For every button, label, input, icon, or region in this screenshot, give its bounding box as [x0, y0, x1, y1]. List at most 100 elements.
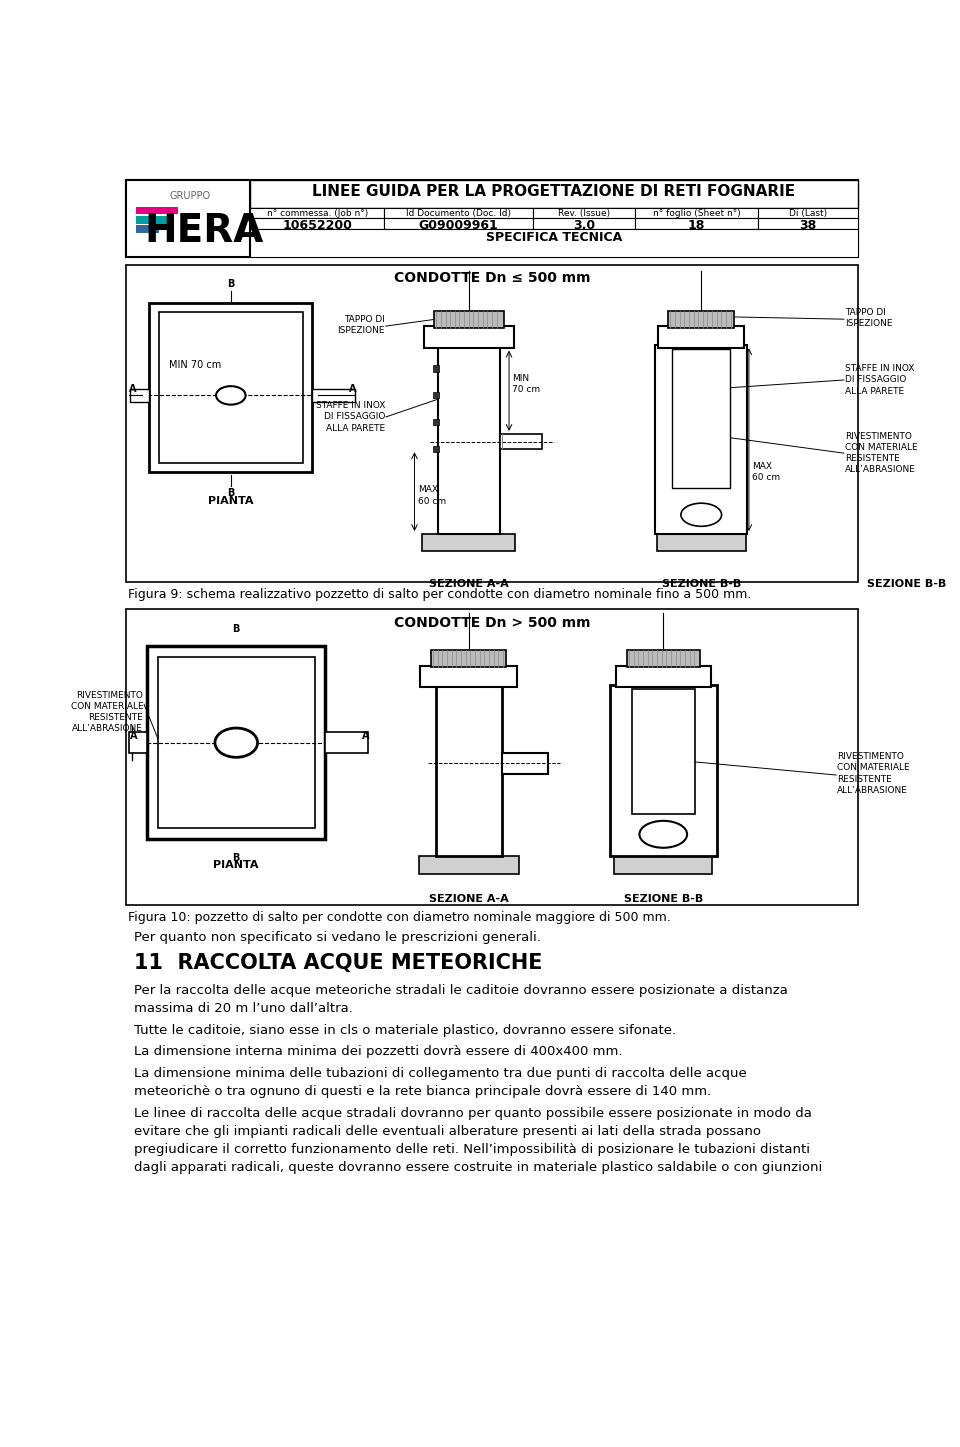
Text: A: A	[131, 731, 137, 741]
Text: n° commessa. (Job n°): n° commessa. (Job n°)	[267, 208, 368, 218]
Bar	[433, 366, 440, 372]
Text: Per la raccolta delle acque meteoriche stradali le caditoie dovranno essere posi: Per la raccolta delle acque meteoriche s…	[134, 984, 788, 1014]
Text: CONDOTTE Dn ≤ 500 mm: CONDOTTE Dn ≤ 500 mm	[394, 271, 590, 285]
Text: Le linee di raccolta delle acque stradali dovranno per quanto possibile essere p: Le linee di raccolta delle acque stradal…	[134, 1107, 822, 1174]
Bar	[419, 855, 518, 874]
Bar	[659, 326, 744, 347]
Text: MAX
60 cm: MAX 60 cm	[419, 485, 446, 505]
Text: MIN 70 cm: MIN 70 cm	[169, 360, 221, 369]
Bar	[147, 647, 325, 839]
Bar	[438, 346, 500, 534]
Bar	[636, 207, 757, 217]
Text: Figura 10: pozzetto di salto per condotte con diametro nominale maggiore di 500 : Figura 10: pozzetto di salto per condott…	[128, 912, 670, 925]
Text: STAFFE IN INOX
DI FISSAGGIO
ALLA PARETE: STAFFE IN INOX DI FISSAGGIO ALLA PARETE	[845, 365, 914, 395]
Text: RIVESTIMENTO
CON MATERIALE
RESISTENTE
ALL’ABRASIONE: RIVESTIMENTO CON MATERIALE RESISTENTE AL…	[71, 692, 143, 734]
Text: RIVESTIMENTO
CON MATERIALE
RESISTENTE
ALL’ABRASIONE: RIVESTIMENTO CON MATERIALE RESISTENTE AL…	[837, 752, 909, 794]
Text: HERA: HERA	[144, 213, 263, 250]
Text: Rev. (Issue): Rev. (Issue)	[558, 208, 611, 218]
Text: 10652200: 10652200	[282, 218, 352, 232]
Text: A: A	[129, 383, 136, 394]
Ellipse shape	[681, 504, 722, 527]
Bar	[632, 689, 695, 813]
Bar	[420, 666, 517, 687]
Bar	[636, 217, 757, 229]
Bar	[158, 313, 303, 463]
Bar	[433, 392, 440, 398]
Text: La dimensione minima delle tubazioni di collegamento tra due punti di raccolta d: La dimensione minima delle tubazioni di …	[134, 1066, 747, 1098]
Text: Id Documento (Doc. Id): Id Documento (Doc. Id)	[406, 208, 511, 218]
Bar	[500, 434, 542, 450]
Text: B: B	[228, 279, 234, 289]
Ellipse shape	[215, 728, 257, 757]
Bar	[433, 420, 440, 425]
Text: B: B	[232, 624, 240, 634]
Text: 38: 38	[799, 218, 816, 232]
Bar	[129, 732, 147, 754]
Text: B: B	[228, 488, 234, 498]
Text: B: B	[232, 852, 240, 862]
Bar	[431, 650, 506, 667]
Bar	[325, 732, 368, 754]
Bar	[126, 609, 858, 906]
Bar	[251, 207, 384, 217]
Text: La dimensione interna minima dei pozzetti dovrà essere di 400x400 mm.: La dimensione interna minima dei pozzett…	[134, 1045, 622, 1058]
Bar	[757, 217, 858, 229]
Text: PIANTA: PIANTA	[208, 495, 253, 505]
Bar	[668, 311, 734, 327]
Bar	[126, 179, 251, 256]
Bar	[433, 446, 440, 453]
Bar	[312, 389, 355, 402]
Bar	[657, 534, 746, 551]
Bar	[130, 389, 150, 402]
Text: MIN
70 cm: MIN 70 cm	[512, 373, 540, 394]
Ellipse shape	[216, 386, 246, 405]
Bar	[627, 650, 700, 667]
Bar	[251, 217, 384, 229]
Text: G09009961: G09009961	[419, 218, 498, 232]
Text: SEZIONE B-B: SEZIONE B-B	[867, 579, 946, 589]
Bar	[423, 326, 514, 347]
Bar	[135, 207, 179, 214]
Text: Tutte le caditoie, siano esse in cls o materiale plastico, dovranno essere sifon: Tutte le caditoie, siano esse in cls o m…	[134, 1023, 676, 1036]
Bar	[384, 207, 533, 217]
Bar	[434, 311, 504, 327]
Text: SEZIONE B-B: SEZIONE B-B	[661, 579, 741, 589]
Text: GRUPPO: GRUPPO	[169, 191, 210, 201]
Bar	[672, 349, 731, 488]
Text: PIANTA: PIANTA	[213, 861, 259, 871]
Bar	[757, 207, 858, 217]
Text: 3.0: 3.0	[573, 218, 595, 232]
Bar	[251, 179, 858, 207]
Ellipse shape	[639, 820, 687, 848]
Bar	[533, 217, 636, 229]
Bar	[135, 216, 166, 224]
Text: A: A	[362, 731, 370, 741]
Text: SEZIONE A-A: SEZIONE A-A	[429, 894, 509, 904]
Text: SPECIFICA TECNICA: SPECIFICA TECNICA	[486, 232, 622, 245]
Bar	[533, 207, 636, 217]
Bar	[655, 346, 748, 534]
Text: 11  RACCOLTA ACQUE METEORICHE: 11 RACCOLTA ACQUE METEORICHE	[134, 954, 542, 972]
Bar	[126, 265, 858, 582]
Bar	[126, 179, 858, 256]
Text: TAPPO DI
ISPEZIONE: TAPPO DI ISPEZIONE	[338, 314, 385, 334]
Text: CONDOTTE Dn > 500 mm: CONDOTTE Dn > 500 mm	[394, 615, 590, 629]
Text: TAPPO DI
ISPEZIONE: TAPPO DI ISPEZIONE	[845, 308, 892, 328]
Text: Per quanto non specificato si vedano le prescrizioni generali.: Per quanto non specificato si vedano le …	[134, 932, 540, 945]
Text: n° foglio (Sheet n°): n° foglio (Sheet n°)	[653, 208, 740, 218]
Bar	[436, 684, 502, 855]
Text: Figura 9: schema realizzativo pozzetto di salto per condotte con diametro nomina: Figura 9: schema realizzativo pozzetto d…	[128, 587, 751, 601]
Text: LINEE GUIDA PER LA PROGETTAZIONE DI RETI FOGNARIE: LINEE GUIDA PER LA PROGETTAZIONE DI RETI…	[312, 184, 796, 200]
Bar	[251, 229, 858, 256]
Bar	[158, 657, 315, 828]
Bar	[614, 855, 712, 874]
Bar	[150, 302, 312, 472]
Text: RIVESTIMENTO
CON MATERIALE
RESISTENTE
ALL’ABRASIONE: RIVESTIMENTO CON MATERIALE RESISTENTE AL…	[845, 433, 917, 475]
Text: MAX
60 cm: MAX 60 cm	[752, 463, 780, 482]
Text: A: A	[348, 383, 356, 394]
Text: Di (Last): Di (Last)	[789, 208, 827, 218]
Bar	[616, 666, 710, 687]
Bar	[135, 226, 158, 233]
Bar	[384, 217, 533, 229]
Text: STAFFE IN INOX
DI FISSAGGIO
ALLA PARETE: STAFFE IN INOX DI FISSAGGIO ALLA PARETE	[316, 401, 385, 433]
